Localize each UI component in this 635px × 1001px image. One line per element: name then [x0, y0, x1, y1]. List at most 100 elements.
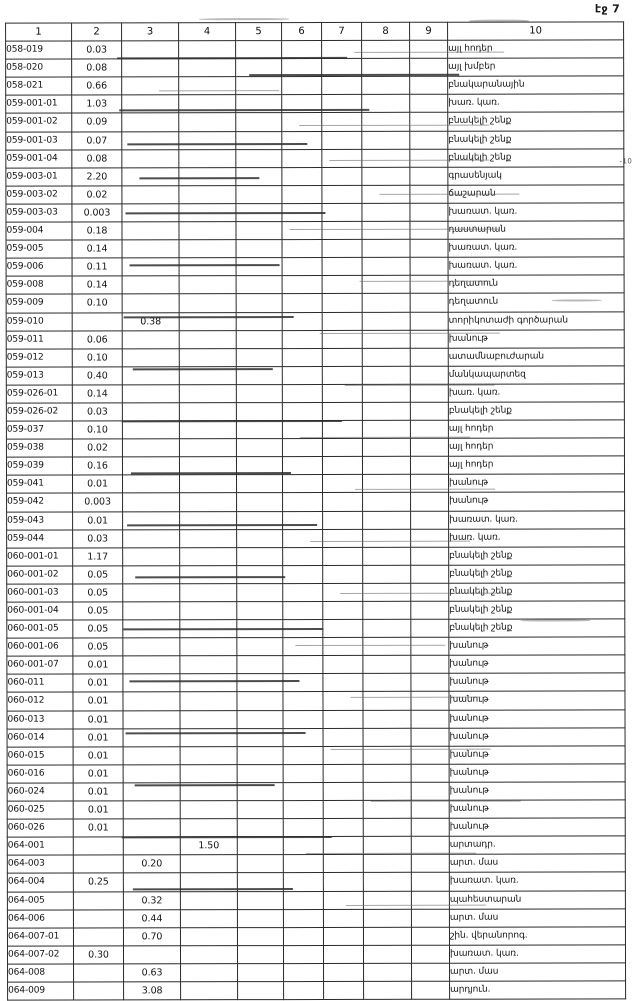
cell-col-4 [179, 583, 237, 602]
cell-col-3 [122, 348, 180, 367]
cell-col-7 [321, 167, 362, 186]
cell-col-4 [180, 963, 238, 982]
cell-description: գրասենյակ [447, 166, 624, 186]
cell-col-4 [179, 330, 237, 349]
cell-col-6 [283, 963, 324, 982]
cell-col-3: 0.44 [123, 909, 181, 928]
cell-col-5 [236, 692, 283, 711]
table-row: 059-008 0.14 դեղատուն [6, 275, 625, 295]
cell-col-5 [237, 909, 284, 928]
cell-col-2: 0.10 [72, 294, 123, 313]
cell-col-6 [282, 565, 323, 584]
cell-col-9 [411, 890, 450, 909]
cell-col-3 [122, 656, 180, 675]
cell-col-2: 0.05 [72, 565, 123, 584]
cell-col-2: 0.02 [72, 439, 123, 458]
cell-col-3 [122, 692, 180, 711]
cell-col-6 [282, 511, 323, 530]
cell-col-6 [282, 330, 323, 349]
cell-col-4 [180, 981, 238, 1000]
cell-description: խառատ. կառ. [448, 238, 625, 258]
cell-col-2: 0.03 [72, 402, 123, 422]
cell-col-4 [179, 384, 237, 403]
cell-col-6 [282, 637, 323, 656]
cell-col-5 [236, 619, 283, 638]
cell-col-4 [180, 800, 238, 819]
cell-col-9 [411, 800, 450, 819]
cell-col-4 [179, 710, 238, 729]
cell-col-2: 1.03 [71, 95, 122, 114]
cell-col-6 [282, 438, 323, 457]
cell-description: արտադր. [449, 836, 626, 855]
table-row: 060-024 0.01 խանութ [7, 781, 626, 802]
table-row: 064-003 0.20 արտ. մաս [7, 854, 626, 874]
cell-col-9 [410, 510, 449, 529]
cell-col-3: 0.38 [122, 312, 180, 331]
cell-col-4 [178, 40, 236, 59]
cell-description: այլ հոդեր [447, 39, 624, 59]
cell-col-9 [411, 963, 450, 982]
cell-col-3 [122, 619, 180, 639]
cell-col-5 [236, 673, 283, 693]
cell-col-6 [282, 420, 323, 439]
cell-parcel-code: 059-004 [5, 222, 73, 241]
cell-description: բնակելի շենք [448, 600, 625, 620]
cell-col-9 [410, 565, 449, 584]
column-header-6: 6 [281, 22, 322, 41]
cell-col-8 [362, 384, 411, 403]
cell-description: խանութ [448, 637, 625, 656]
cell-col-6 [282, 402, 323, 421]
cell-parcel-code: 059-008 [6, 276, 73, 295]
cell-col-2: 0.01 [72, 475, 123, 494]
cell-col-8 [362, 709, 412, 729]
cell-col-4: 1.50 [180, 836, 238, 856]
cell-col-5 [237, 782, 284, 801]
cell-description: խառատ. կառ. [449, 872, 626, 891]
cell-description: բնակելի շենք [448, 401, 625, 421]
cell-col-8 [362, 510, 411, 530]
cell-col-5 [237, 963, 284, 982]
cell-parcel-code: 064-008 [7, 963, 74, 983]
cell-col-4 [180, 782, 238, 801]
cell-col-6 [282, 293, 323, 313]
cell-parcel-code: 064-009 [7, 981, 74, 1001]
cell-description: խանութ [448, 673, 625, 692]
table-row: 060-015 0.01 խանութ [7, 745, 626, 765]
cell-col-4 [180, 764, 238, 783]
cell-col-7 [321, 130, 362, 150]
cell-parcel-code: 060-001-05 [6, 620, 73, 639]
cell-col-4 [180, 854, 238, 874]
cell-col-9 [409, 203, 448, 222]
table-row: 060-001-01 1.17 բնակելի շենք [6, 546, 625, 566]
table-row: 064-007-02 0.30 խառատ. կառ. [7, 944, 626, 965]
cell-col-3 [121, 203, 179, 222]
cell-col-9 [410, 474, 449, 493]
cell-description: խանութ [448, 329, 625, 348]
cell-col-8 [362, 673, 411, 692]
cell-col-2: 0.25 [73, 873, 124, 892]
cell-col-8 [361, 221, 411, 240]
cell-parcel-code: 064-001 [7, 837, 74, 856]
table-row: 059-003-03 0.003 խառատ. կառ. [5, 202, 624, 223]
cell-parcel-code: 059-039 [6, 457, 73, 476]
cell-col-9 [410, 691, 449, 710]
cell-col-6 [282, 601, 323, 620]
cell-col-8 [362, 347, 411, 367]
cell-col-9 [411, 836, 450, 855]
cell-col-3 [122, 493, 180, 512]
table-row: 064-005 0.32 պահեստարան [7, 890, 626, 910]
cell-col-6 [281, 112, 322, 132]
cell-col-4 [179, 239, 237, 259]
cell-description: բնակելի շենք [448, 618, 625, 638]
cell-col-6 [283, 836, 324, 855]
cell-col-3 [122, 366, 180, 385]
cell-col-7 [321, 76, 362, 95]
land-registry-table: 1 2 3 4 5 6 7 8 9 10 058-019 0.03 այլ հոդե… [5, 21, 626, 1001]
cell-col-4 [179, 674, 237, 693]
cell-col-7 [323, 890, 364, 910]
cell-col-7 [323, 927, 364, 946]
cell-col-4 [179, 565, 237, 584]
cell-col-6 [281, 58, 322, 77]
cell-col-2: 0.03 [71, 41, 122, 60]
cell-description: բնակելի շենք [448, 564, 625, 584]
